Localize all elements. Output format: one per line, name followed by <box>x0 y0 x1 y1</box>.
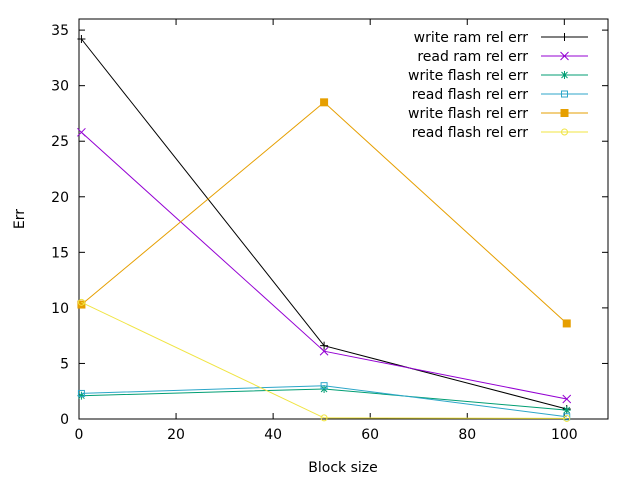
y-tick-label: 20 <box>51 190 69 206</box>
legend-entry: write ram rel err <box>414 30 588 46</box>
marker-cross <box>560 51 569 61</box>
marker-box <box>77 389 85 397</box>
x-tick-label: 20 <box>167 427 185 443</box>
marker-cross <box>77 127 86 137</box>
y-tick-label: 35 <box>51 23 69 39</box>
data-point <box>77 298 85 306</box>
legend-entry: write flash rel err <box>408 68 588 84</box>
marker-star <box>563 406 571 414</box>
y-axis-label: Err <box>12 209 28 229</box>
legend-label: write flash rel err <box>408 106 528 122</box>
y-tick-label: 15 <box>51 245 69 261</box>
series-2 <box>77 127 572 404</box>
series-line <box>81 301 567 419</box>
series-line <box>81 131 567 400</box>
series-line <box>81 385 567 418</box>
series-3 <box>77 385 571 415</box>
legend-label: write flash rel err <box>408 68 528 84</box>
data-point <box>77 300 86 309</box>
x-tick-label: 40 <box>264 427 282 443</box>
data-point <box>320 341 329 350</box>
data-point <box>562 319 571 328</box>
axes: 0 20 40 60 80 100 0 5 10 15 20 25 30 35 <box>51 19 608 443</box>
marker-filled-box <box>77 300 86 309</box>
marker-circle <box>320 414 328 422</box>
legend: write ram rel err read ram rel err write f… <box>408 30 588 141</box>
x-tick-label: 100 <box>551 427 578 443</box>
data-point <box>319 346 329 356</box>
marker-circle <box>77 298 85 306</box>
marker-cross <box>562 394 572 404</box>
data-point <box>77 127 86 137</box>
legend-entry: write flash rel err <box>408 106 588 122</box>
y-tick-label: 25 <box>51 134 69 150</box>
legend-label: read flash rel err <box>412 125 529 141</box>
legend-label: write ram rel err <box>414 30 529 46</box>
y-tick-label: 0 <box>60 412 69 428</box>
plot-frame <box>78 18 609 420</box>
marker-star <box>561 71 568 79</box>
x-axis-label: Block size <box>308 460 377 476</box>
marker-filled-box <box>560 109 569 117</box>
legend-entry: read ram rel err <box>417 49 588 65</box>
data-point <box>562 394 572 404</box>
marker-circle <box>561 128 568 136</box>
data-point <box>320 382 328 390</box>
legend-entry: read flash rel err <box>412 125 588 141</box>
marker-filled-box <box>320 98 329 107</box>
x-tick-label: 60 <box>361 427 379 443</box>
data-point <box>77 35 86 43</box>
y-tick-label: 10 <box>51 301 69 317</box>
y-tick-label: 5 <box>60 356 69 372</box>
data-point <box>563 414 571 422</box>
data-point <box>320 414 328 422</box>
series-group <box>77 35 572 422</box>
marker-box <box>320 382 328 390</box>
legend-entry: read flash rel err <box>412 87 588 103</box>
y-tick-label: 30 <box>51 79 69 95</box>
series-6 <box>77 298 571 422</box>
x-tick-label: 80 <box>458 427 476 443</box>
series-5 <box>77 98 571 328</box>
legend-label: read ram rel err <box>417 49 528 65</box>
x-tick-label: 0 <box>75 427 84 443</box>
marker-filled-box <box>562 319 571 328</box>
legend-label: read flash rel err <box>412 87 529 103</box>
marker-cross <box>319 346 329 356</box>
marker-box <box>561 90 568 98</box>
marker-circle <box>563 414 571 422</box>
data-point <box>77 389 85 397</box>
data-point <box>320 98 329 107</box>
series-4 <box>77 382 571 421</box>
data-point <box>562 406 571 415</box>
